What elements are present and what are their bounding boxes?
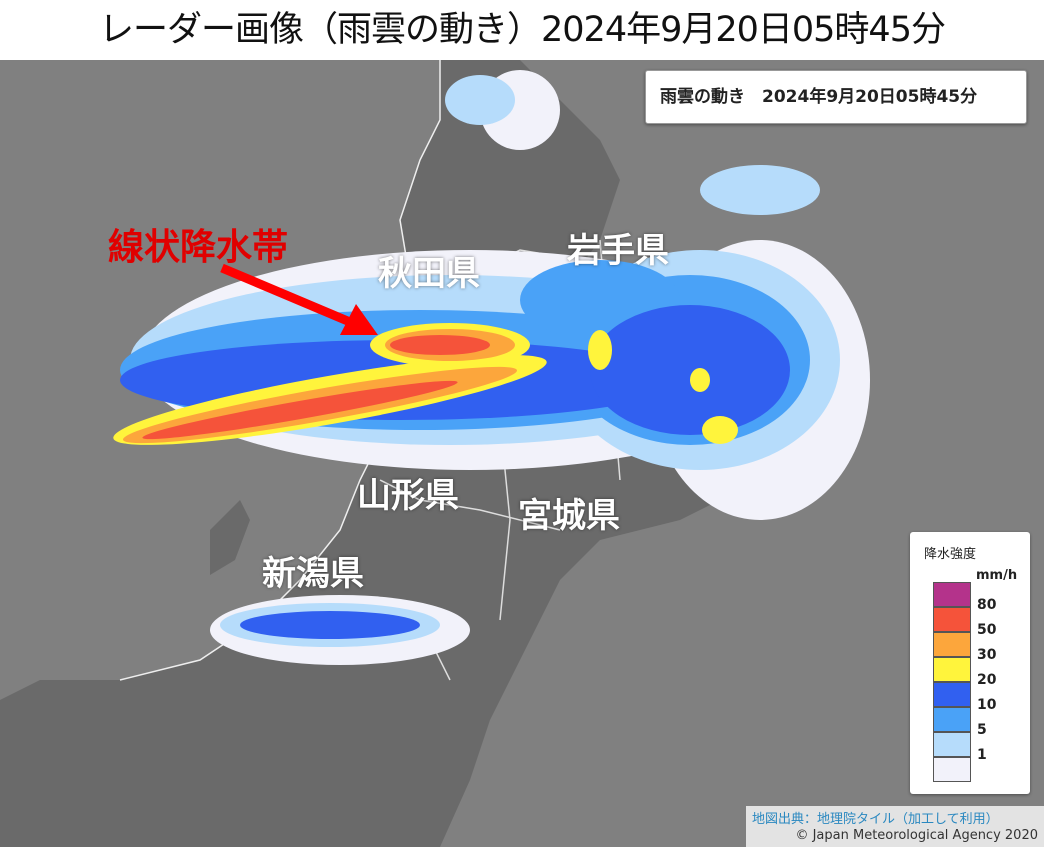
time-box: 雨雲の動き 2024年9月20日05時45分 [645, 70, 1027, 124]
legend-title: 降水強度 [924, 547, 977, 562]
legend-tick: 80 [977, 597, 997, 613]
map-source-link[interactable]: 地図出典：地理院タイル（加工して利用） [752, 812, 999, 827]
precipitation-legend: 降水強度 mm/h 80 50 30 20 10 5 1 [910, 532, 1030, 794]
arrow-icon [220, 263, 378, 335]
pref-label-iwate: 岩手県 [567, 231, 669, 271]
legend-unit: mm/h [976, 568, 1018, 583]
land-sado [210, 500, 250, 575]
legend-tick: 50 [977, 622, 997, 638]
map-graphics [0, 60, 870, 847]
linear-rainband-label: 線状降水帯 [108, 227, 289, 268]
legend-tick: 30 [977, 647, 997, 663]
legend-tick: 1 [977, 747, 987, 763]
pref-label-yamagata: 山形県 [357, 476, 459, 516]
pref-label-akita: 秋田県 [378, 254, 480, 294]
map-credit: 地図出典：地理院タイル（加工して利用） © Japan Meteorologic… [746, 806, 1044, 847]
legend-tick: 5 [977, 722, 987, 738]
legend-swatch-10-20 [933, 682, 971, 707]
legend-tick: 20 [977, 672, 997, 688]
pref-label-miyagi: 宮城県 [518, 496, 620, 536]
copyright: © Japan Meteorological Agency 2020 [795, 828, 1038, 843]
legend-swatch-80plus [933, 582, 971, 607]
rain-80mm [142, 335, 490, 440]
page-title: レーダー画像（雨雲の動き）2024年9月20日05時45分 [99, 10, 946, 50]
radar-map[interactable]: 雨雲の動き 2024年9月20日05時45分 線状降水帯 秋田県 岩手県 山形県… [0, 60, 1044, 847]
legend-swatch-50-80 [933, 607, 971, 632]
legend-swatch-5-10 [933, 707, 971, 732]
legend-swatch-20-30 [933, 657, 971, 682]
legend-swatch-0-1 [933, 757, 971, 782]
legend-tick: 10 [977, 697, 997, 713]
legend-swatch-30-50 [933, 632, 971, 657]
legend-swatch-1-5 [933, 732, 971, 757]
pref-label-niigata: 新潟県 [262, 554, 364, 594]
